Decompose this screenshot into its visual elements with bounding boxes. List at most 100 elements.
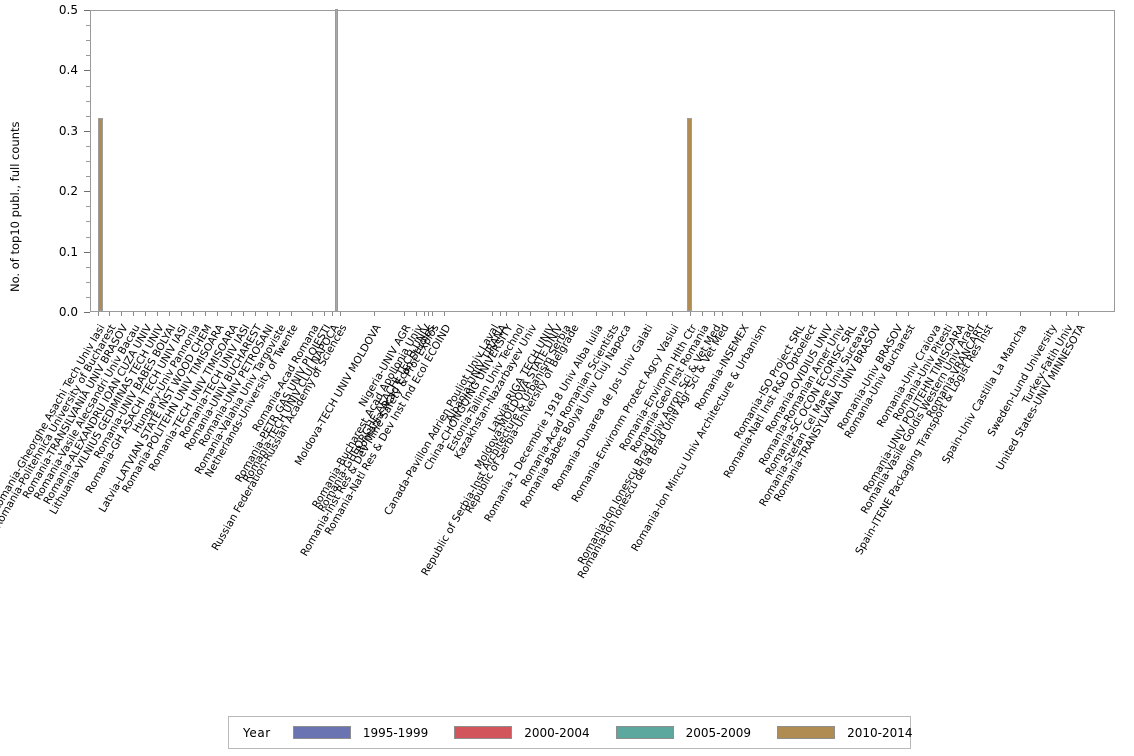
y-tick-major (84, 251, 90, 253)
y-tick-minor (86, 100, 90, 102)
legend-title: Year (243, 725, 271, 740)
legend-swatch (454, 726, 513, 739)
x-tick (934, 312, 935, 316)
legend-entry[interactable]: 2000-2004 (454, 725, 590, 740)
x-tick (291, 312, 292, 316)
x-tick (145, 312, 146, 316)
y-tick-minor (86, 25, 90, 27)
legend-entry-label: 1995-1999 (362, 725, 429, 740)
y-tick-label: 0.1 (58, 244, 78, 259)
y-tick-label: 0.4 (58, 63, 78, 78)
x-tick (714, 312, 715, 316)
y-tick-major (84, 312, 90, 313)
bar[interactable] (686, 117, 692, 311)
y-tick-label: 0.3 (58, 123, 78, 138)
chart-legend: Year 1995-1999 2000-2004 2005-2009 2010-201… (228, 716, 913, 749)
x-tick (798, 312, 799, 316)
x-tick (181, 312, 182, 316)
legend-entry[interactable]: 2005-2009 (615, 725, 752, 740)
x-tick (1050, 312, 1051, 316)
x-tick (874, 312, 875, 316)
x-tick (428, 312, 429, 316)
x-tick (506, 312, 507, 316)
bar[interactable] (334, 9, 338, 311)
x-tick (1020, 312, 1021, 316)
legend-entries: 1995-1999 2000-2004 2005-2009 2010-2014 (292, 725, 939, 740)
legend-swatch (615, 726, 674, 739)
y-tick-minor (86, 206, 90, 208)
x-tick (896, 312, 897, 316)
y-tick-minor (86, 85, 90, 87)
x-tick (826, 312, 827, 316)
x-tick (838, 312, 839, 316)
plot-area (90, 9, 1115, 312)
x-tick (279, 312, 280, 316)
x-tick (217, 312, 218, 316)
x-tick (760, 312, 761, 316)
x-tick (312, 312, 313, 316)
x-tick (332, 312, 333, 316)
x-tick (500, 312, 501, 316)
x-tick (1078, 312, 1079, 316)
x-tick (243, 312, 244, 316)
y-tick-minor (86, 176, 90, 178)
x-tick (205, 312, 206, 316)
y-tick-minor (86, 145, 90, 147)
legend-entry-label: 2010-2014 (847, 725, 913, 740)
x-tick (424, 312, 425, 316)
x-tick (267, 312, 268, 316)
legend-swatch (777, 726, 836, 739)
x-tick (340, 312, 341, 316)
x-tick (193, 312, 194, 316)
x-tick (169, 312, 170, 316)
y-tick-minor (86, 161, 90, 162)
x-tick (612, 312, 613, 316)
legend-entry-label: 2005-2009 (685, 725, 752, 740)
x-tick (968, 312, 969, 316)
y-tick-minor (86, 296, 90, 298)
x-tick (157, 312, 158, 316)
x-tick (908, 312, 909, 316)
x-tick (624, 312, 625, 316)
x-tick (672, 312, 673, 316)
x-tick (444, 312, 445, 316)
x-tick (702, 312, 703, 316)
legend-entry[interactable]: 1995-1999 (292, 725, 429, 740)
y-tick-minor (86, 40, 90, 42)
x-tick (556, 312, 557, 316)
y-tick-label: 0.0 (58, 305, 78, 319)
x-tick (572, 312, 573, 316)
x-tick (564, 312, 565, 316)
x-tick (978, 312, 979, 316)
bar[interactable] (98, 117, 104, 311)
x-tick (986, 312, 987, 316)
x-tick (98, 312, 99, 316)
legend-entry-label: 2000-2004 (524, 725, 590, 740)
x-tick (121, 312, 122, 316)
x-tick (324, 312, 325, 316)
y-tick-minor (86, 115, 90, 117)
x-tick (958, 312, 959, 316)
x-tick (862, 312, 863, 316)
y-tick-minor (86, 221, 90, 223)
x-tick (946, 312, 947, 316)
x-tick (722, 312, 723, 316)
y-tick-major (84, 70, 90, 72)
x-tick (231, 312, 232, 316)
x-tick (850, 312, 851, 316)
x-tick (255, 312, 256, 316)
y-tick-minor (86, 266, 90, 268)
x-tick (518, 312, 519, 316)
x-tick (548, 312, 549, 316)
legend-swatch (292, 726, 351, 739)
x-tick (1066, 312, 1067, 316)
y-tick-minor (86, 236, 90, 238)
y-tick-major (84, 10, 90, 11)
x-tick (109, 312, 110, 316)
y-tick-major (84, 130, 90, 132)
y-tick-major (84, 191, 90, 193)
y-tick-minor (86, 281, 90, 283)
legend-entry[interactable]: 2010-2014 (777, 725, 913, 740)
x-tick (416, 312, 417, 316)
